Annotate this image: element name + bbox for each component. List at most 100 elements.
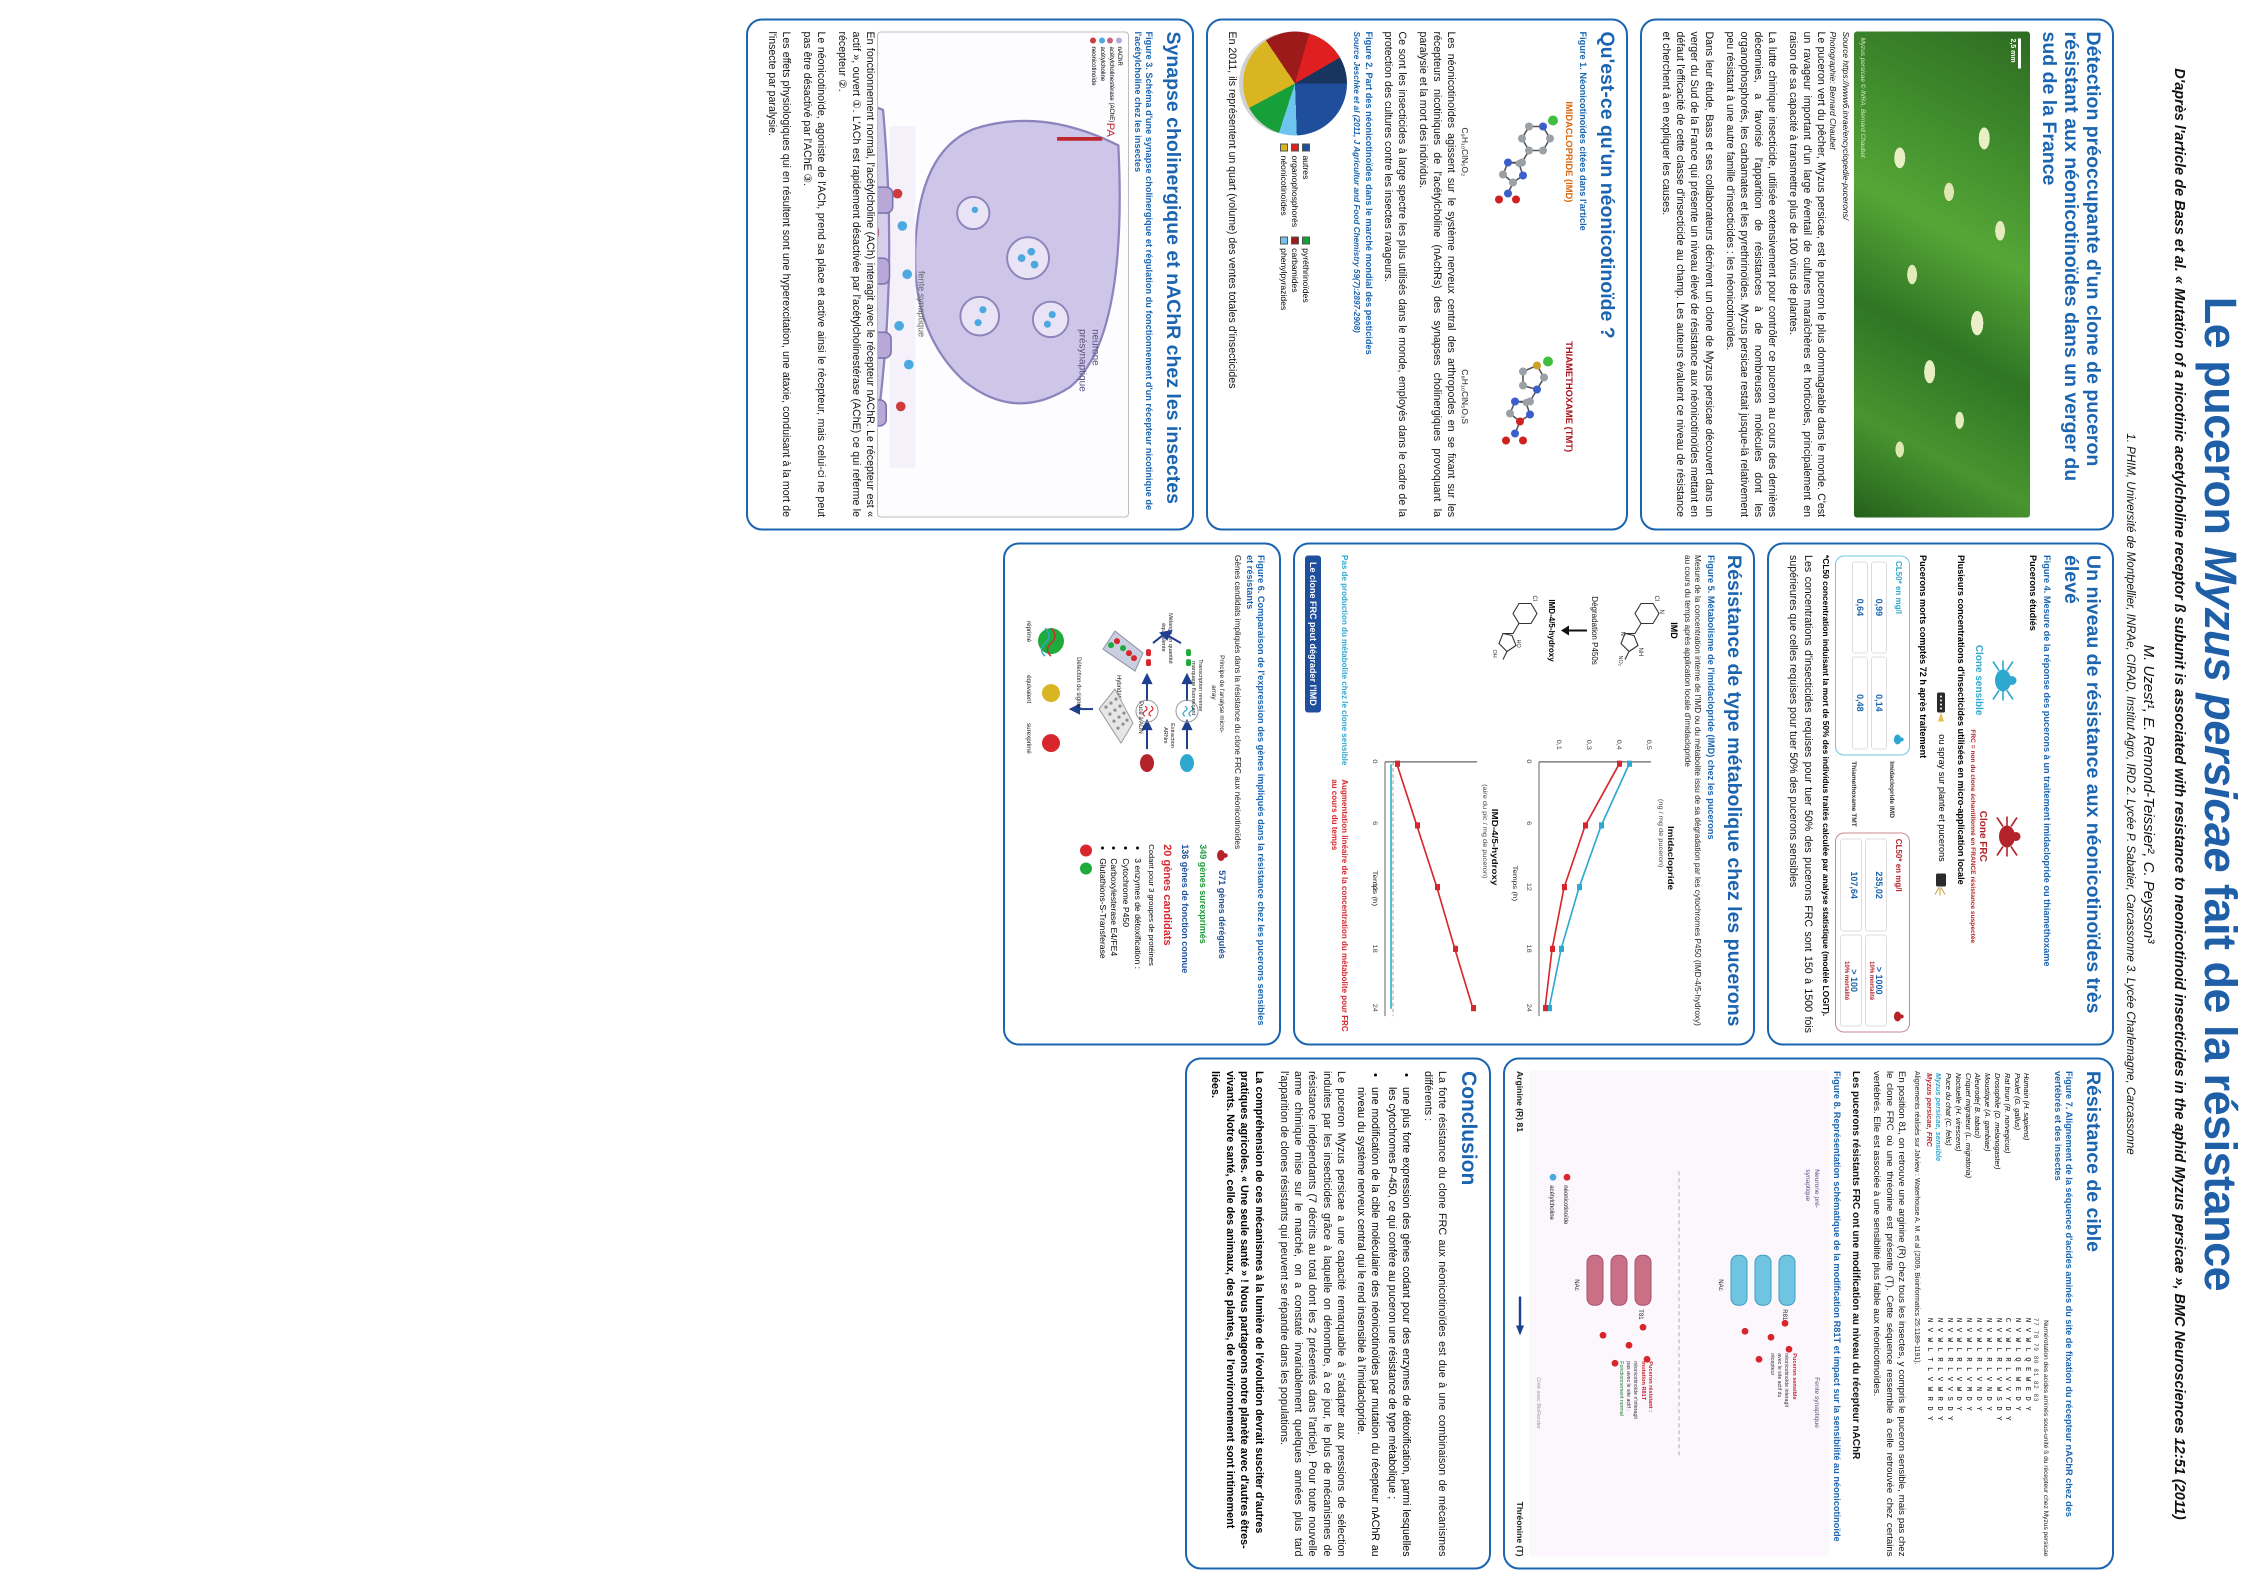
- svg-text:NO₂: NO₂: [1617, 655, 1623, 665]
- micropipette-icon: [1936, 691, 1945, 721]
- table-cell: 0,48: [1852, 656, 1869, 749]
- section-introduction: Détection préoccupante d'un clone de puc…: [1640, 18, 2114, 530]
- table-row: Rat brun (R. norvegicus) C V W L R L V V …: [2002, 1070, 2012, 1556]
- dot-green-icon: [1080, 861, 1093, 874]
- pie-legend: autres pyréthrinoïdes organophosphorés c…: [1279, 143, 1311, 310]
- intro-paragraph-2: La lutte chimique insecticide, utilisée …: [1723, 31, 1778, 517]
- legend-item: nAChR: [1115, 37, 1124, 122]
- svg-text:Neurone pré-: Neurone pré-: [1813, 1169, 1820, 1208]
- table-header-row: 77 78 79 80 81 82 83: [2032, 1070, 2040, 1556]
- svg-text:0,4: 0,4: [1615, 739, 1621, 750]
- svg-text:acétylcholine: acétylcholine: [1548, 1185, 1554, 1220]
- svg-text:12: 12: [1525, 882, 1531, 891]
- figure2-caption: Figure 2. Part des néonicotinoïdes dans …: [1363, 31, 1374, 355]
- alignment-explanation: En position 81, on retrouve une arginine…: [1870, 1070, 1908, 1556]
- legend-swatch: [1098, 37, 1105, 43]
- svg-text:N: N: [1658, 609, 1664, 613]
- neonic-paragraph-1: Les néonicotinoïdes agissent sur le syst…: [1417, 31, 1458, 517]
- svg-text:néonicotinoïde: néonicotinoïde: [1562, 1185, 1568, 1225]
- cl50-card-sensible: CL50* en mg/l 0,99 0,14 0,64 0,48: [1835, 554, 1911, 755]
- receptor-svg: Neurone pré- synaptique Fente synaptique…: [1535, 1169, 1820, 1456]
- imd-hydroxy-structure: Cl HO OH: [1491, 595, 1538, 660]
- arg-label: Arginine (R) 81: [1514, 1070, 1525, 1132]
- cl50-unit: CL50* en mg/l: [1893, 560, 1903, 614]
- svg-text:12: 12: [1371, 882, 1377, 891]
- svg-text:Fente synaptique: Fente synaptique: [1813, 1377, 1820, 1428]
- section-resistance-level: Un niveau de résistance aux néonicotinoï…: [1767, 541, 2114, 1046]
- svg-text:avec le site actif du: avec le site actif du: [1776, 1353, 1782, 1397]
- legend-swatch: [1290, 235, 1299, 244]
- synapse-heading: Synapse cholinergique et nAChR chez les …: [1161, 31, 1184, 504]
- section-neonicotinoid: Qu'est-ce qu'un néonicotinoïde ? Figure …: [1205, 18, 1629, 530]
- list-item: Carboxylesterase E4/FE4: [1108, 858, 1119, 1033]
- aphid-photo: 2,5 mm Myzus persicae © INRA, Bernard Ch…: [1854, 31, 2031, 517]
- intro-paragraph-1: Le puceron vert du pêcher, Myzus persica…: [1786, 31, 1828, 517]
- svg-text:6: 6: [1371, 820, 1377, 824]
- target-heading: Résistance de cible: [2081, 1070, 2104, 1252]
- svg-text:Créé avec BioRender: Créé avec BioRender: [1535, 1377, 1541, 1429]
- position-numbers: 77 78 79 80 81 82 83: [2032, 1317, 2040, 1402]
- sequence: N V W L Q E W E D Y: [2022, 1317, 2031, 1411]
- legend-swatch: [1116, 37, 1123, 43]
- svg-text:Extraction: Extraction: [1169, 722, 1175, 747]
- legend-item: néonicotinoïdes: [1279, 143, 1289, 227]
- table-row: Noctuelle (H. virescens) N V W L R L V W …: [1954, 1070, 1964, 1556]
- affiliation-list: 1. PHIM, Université de Montpellier, INRA…: [2123, 432, 2136, 1155]
- resistance-level-conclusion: Les concentrations d'insecticides requis…: [1787, 554, 1814, 1033]
- scale-label: 2,5 mm: [2009, 38, 2017, 63]
- gene-candidates-sub: Codant pour 3 groupes de protéines: [1147, 843, 1157, 966]
- svg-text:récepteur: récepteur: [1769, 1353, 1775, 1375]
- svg-text:Temps (h): Temps (h): [1511, 865, 1519, 901]
- chart-imidacloprid: Imidaclopride (ng / mg de puceron) 0,5 0…: [1507, 712, 1679, 1033]
- svg-text:T81: T81: [1637, 1309, 1643, 1320]
- svg-text:Imidaclopride: Imidaclopride: [1666, 825, 1675, 889]
- sequence: N V W L R L V N D Y: [1983, 1317, 1992, 1411]
- cl50-table: CL50* en mg/l 0,99 0,14 0,64 0,48: [1835, 554, 1911, 1033]
- molecule-thiamethoxam: THIAMETHOXAME (TMT): [1460, 282, 1575, 510]
- photographer: Photographie: Bernard Chaubet: [1828, 31, 1839, 150]
- figure4-protocol: Pucerons étudiés Clone sen: [1916, 555, 2038, 1033]
- species-name: Rat brun (R. norvegicus): [2002, 1072, 2012, 1153]
- svg-text:mutation R81T: mutation R81T: [1640, 1361, 1646, 1400]
- alignment-table: 77 78 79 80 81 82 83 Humain (H. sapiens)…: [1924, 1070, 2040, 1556]
- figure4-caption: Figure 4. Mesure de la réponse des pucer…: [2042, 554, 2053, 967]
- table-row: Humain (H. sapiens) N V W L Q E W E D Y: [2022, 1070, 2032, 1556]
- chart-hydroxy-svg: IMD-4/5-hydroxy (aire du pic / mg de puc…: [1371, 758, 1499, 1016]
- table-row: Moustique (A. gambiae) N V W L R L V N D …: [1983, 1070, 1993, 1556]
- photo-credit: Myzus persicae © INRA, Bernard Chaubet: [1859, 37, 1867, 158]
- resistance-level-heading: Un niveau de résistance aux néonicotinoï…: [2059, 554, 2104, 1013]
- photo-source: Source https://www6.inrae/encyclopedie-p…: [1841, 31, 1852, 220]
- list-item: Glutathions-S-Transferase: [1096, 858, 1108, 1033]
- metabolic-heading: Résistance de type métabolique chez les …: [1723, 554, 1746, 1026]
- table-row: Criquet migrateur (L. migratoria) N V W L…: [1963, 1070, 1973, 1556]
- species-name-sensible: Myzus persicae, sensible: [1934, 1072, 1944, 1161]
- sequence: N V W L R L V W S D Y: [1993, 1317, 2002, 1421]
- legend-label: autres: [1300, 155, 1311, 179]
- table-cell: 235,02: [1865, 838, 1888, 931]
- arrow-down-icon: [1560, 625, 1587, 636]
- legend-swatch: [1301, 143, 1310, 151]
- protocol-step-2-sub: ou spray sur plante et pucerons: [1936, 733, 1947, 862]
- svg-text:18: 18: [1371, 944, 1377, 953]
- svg-text:fente synaptique: fente synaptique: [917, 271, 927, 337]
- table-row: Myzus persicae, sensible N V W L R L V W …: [1934, 1070, 1944, 1556]
- table-cell: 0,99: [1871, 560, 1888, 654]
- imd-skeletal-structure: Cl N N NH NO₂: [1617, 595, 1664, 665]
- svg-text:0: 0: [1525, 758, 1531, 762]
- svg-text:Puceron sensible: Puceron sensible: [1791, 1353, 1797, 1399]
- article-reference: D'après l'article de Bass et al. « Mutat…: [2170, 67, 2187, 1520]
- svg-text:Cl: Cl: [1653, 595, 1659, 601]
- species-name-frc: Myzus persicae, FRC: [1924, 1072, 1934, 1147]
- cl50-frc-header: CL50* en mg/l: [1891, 838, 1905, 1026]
- svg-text:0: 0: [1371, 758, 1377, 762]
- aphid-frc-icon: [1996, 815, 2021, 856]
- figure6-sub: Gènes candidats impliqués dans la résist…: [1233, 554, 1243, 849]
- figure1-caption: Figure 1. Néonicotinoïdes citées dans l'…: [1578, 31, 1589, 231]
- legend-swatch: [1279, 143, 1288, 151]
- svg-text:N: N: [1619, 631, 1625, 635]
- legend-label: organophosphorés: [1289, 155, 1300, 227]
- svg-text:24: 24: [1371, 1003, 1377, 1012]
- chart-imd-hydroxy: IMD-4/5-hydroxy (aire du pic / mg de puc…: [1353, 712, 1503, 1033]
- alignment-numbering-note: Numérotation des acides aminés sous-unit…: [2042, 1319, 2050, 1556]
- svg-text:neurone: neurone: [1090, 329, 1101, 366]
